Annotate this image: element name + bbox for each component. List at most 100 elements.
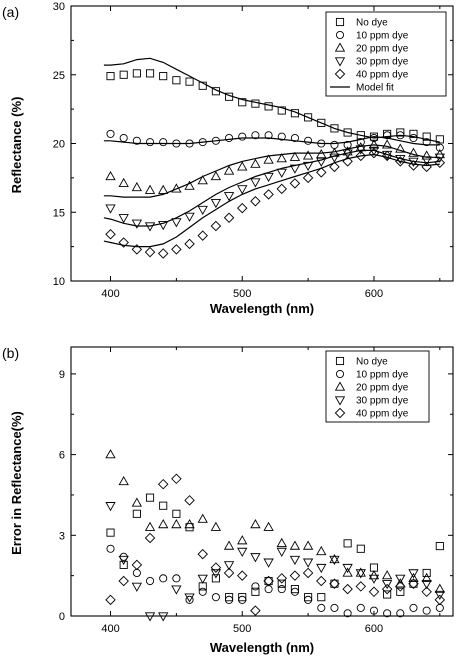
data-point <box>223 212 235 223</box>
data-point <box>289 178 301 189</box>
data-point <box>289 164 301 174</box>
data-point <box>145 576 155 586</box>
data-point <box>172 139 181 148</box>
data-point <box>159 138 168 147</box>
data-point <box>408 578 419 589</box>
data-point <box>329 578 340 589</box>
legend-marker-30-ppm-dye <box>334 57 346 67</box>
model-fit-line-30-ppm-dye <box>103 149 440 227</box>
data-point <box>289 555 301 566</box>
data-point <box>421 586 432 598</box>
data-point <box>342 563 353 574</box>
data-point <box>106 129 115 138</box>
y-tick-label: 20 <box>53 139 65 151</box>
panel-a-ylabel: Reflectance (%) <box>9 97 24 194</box>
data-point <box>225 92 234 101</box>
data-point <box>105 502 116 512</box>
data-point <box>198 81 207 90</box>
data-point <box>396 587 405 596</box>
legend-marker-20-ppm-dye <box>334 381 346 391</box>
data-point <box>395 578 406 588</box>
data-point <box>263 154 274 164</box>
data-point <box>172 509 181 518</box>
legend-label-30-ppm-dye: 30 ppm dye <box>356 57 409 68</box>
legend-label-40-ppm-dye: 40 ppm dye <box>356 70 409 81</box>
data-point <box>276 537 287 548</box>
data-point <box>302 567 314 579</box>
series-40-ppm-dye <box>105 147 446 259</box>
legend-marker-10-ppm-dye <box>335 369 345 379</box>
legend-label-10-ppm-dye: 10 ppm dye <box>356 31 409 42</box>
data-point <box>263 558 274 568</box>
legend-label-40-ppm-dye: 40 ppm dye <box>356 409 409 420</box>
data-point <box>263 172 274 183</box>
data-point <box>131 244 143 255</box>
data-point <box>435 542 444 551</box>
data-point <box>355 581 367 592</box>
data-point <box>237 547 248 557</box>
data-point <box>223 540 235 550</box>
data-point <box>131 497 143 507</box>
legend-marker-30-ppm-dye <box>334 396 346 406</box>
data-point <box>409 129 418 138</box>
data-point <box>158 519 169 529</box>
data-point <box>435 603 444 612</box>
data-point <box>302 150 314 160</box>
data-point <box>316 575 327 587</box>
data-point <box>302 172 314 184</box>
model-fit-line-40-ppm-dye <box>103 153 440 248</box>
data-point <box>171 473 182 485</box>
data-point <box>383 131 392 140</box>
data-point <box>157 478 169 490</box>
data-point <box>105 229 116 240</box>
data-point <box>184 180 195 190</box>
x-tick-label: 600 <box>365 288 383 300</box>
data-point <box>368 574 380 584</box>
data-point <box>223 561 235 571</box>
series-10-ppm-dye <box>106 544 444 618</box>
data-point <box>434 590 445 600</box>
data-point <box>409 603 418 612</box>
data-point <box>421 150 432 160</box>
data-point <box>159 501 168 510</box>
data-point <box>250 519 261 529</box>
data-point <box>237 185 248 195</box>
y-tick-label: 6 <box>59 450 65 462</box>
data-point <box>105 170 116 181</box>
data-point <box>290 585 299 594</box>
data-point <box>157 248 169 259</box>
data-point <box>277 106 286 115</box>
data-point <box>316 148 327 159</box>
data-point <box>277 585 286 594</box>
panel-a-xlabel: Wavelength (nm) <box>210 301 314 316</box>
data-point <box>106 72 115 81</box>
data-point <box>276 573 287 584</box>
data-point <box>171 244 182 255</box>
data-point <box>434 157 446 168</box>
data-point <box>172 574 181 583</box>
data-point <box>289 570 301 581</box>
data-point <box>223 567 235 579</box>
data-point <box>289 540 301 550</box>
data-point <box>172 76 181 85</box>
y-tick-label: 3 <box>59 530 65 542</box>
data-point <box>184 495 195 506</box>
series-20-ppm-dye <box>105 449 445 593</box>
data-point <box>343 140 352 149</box>
data-point <box>225 595 234 604</box>
legend-label-10-ppm-dye: 10 ppm dye <box>356 370 409 381</box>
data-point <box>238 132 247 141</box>
data-point <box>342 583 353 595</box>
data-point <box>264 102 273 111</box>
data-point <box>408 147 419 157</box>
legend-marker-10-ppm-dye <box>335 30 345 40</box>
data-point <box>238 98 247 107</box>
data-point <box>145 493 155 502</box>
data-point <box>409 579 418 588</box>
panel-a-label: (a) <box>2 4 19 20</box>
data-point <box>330 124 339 133</box>
data-point <box>118 177 129 188</box>
data-point <box>409 133 418 143</box>
data-point <box>237 161 248 171</box>
data-point <box>264 131 273 140</box>
